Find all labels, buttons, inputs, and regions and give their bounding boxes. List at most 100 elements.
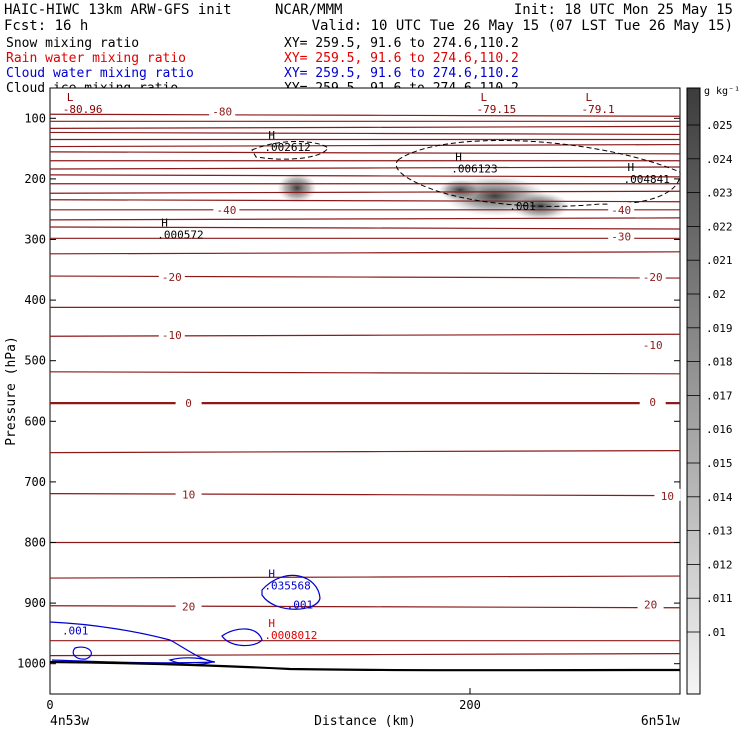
- contour-label-bg: [637, 597, 664, 610]
- temperature-contour-label: 20: [182, 601, 195, 614]
- plot-frame: [49, 87, 681, 695]
- temperature-contour-line: [49, 333, 681, 337]
- temperature-contour-line: [49, 125, 681, 129]
- cloud-water-contour: [72, 646, 92, 660]
- contour-label-bg: [175, 487, 202, 500]
- extremum-mark: H: [268, 568, 275, 581]
- colorbar-label: .014: [706, 491, 733, 504]
- extremum-mark: H: [628, 161, 635, 174]
- contour-label-bg: [654, 488, 681, 501]
- cloud-water-contour: [261, 574, 321, 610]
- temperature-contour-label: 20: [644, 598, 657, 611]
- field-name: Cloud water mixing ratio: [6, 66, 194, 81]
- temperature-contour-line: [49, 113, 681, 117]
- temperature-contour-label: 10: [182, 489, 195, 502]
- cloud-water-contour: [168, 657, 214, 666]
- temperature-contour-label: -40: [611, 204, 631, 217]
- y-tick-label: 700: [24, 475, 46, 489]
- colorbar: g kg⁻¹ .025 .024 .023 .022 .021 .02 .019 .018 .0…: [686, 86, 740, 695]
- field-xy: XY= 259.5, 91.6 to 274.6,110.2: [284, 66, 519, 81]
- colorbar-label: .02: [706, 288, 726, 301]
- contour-labels: -80 -40 -40 -30 -20 -20 -10 -10 0 0 10 10 20 20 .001 .0…: [62, 91, 681, 642]
- extremum-value: .035568: [264, 580, 310, 593]
- temperature-contour-line: [49, 450, 681, 454]
- y-tick-label: 300: [24, 233, 46, 247]
- temperature-contour-label: 0: [185, 397, 192, 410]
- colorbar-label: .016: [706, 423, 733, 436]
- temperature-contour-label: -20: [162, 271, 182, 284]
- contour-label-bg: [639, 270, 666, 283]
- colorbar-label: .011: [706, 592, 733, 605]
- colorbar-label: .01: [706, 626, 726, 639]
- temperature-contour-line: [49, 251, 681, 255]
- extremum-value: .006123: [451, 163, 497, 176]
- temperature-contour-line: [49, 199, 681, 203]
- colorbar-label: .013: [706, 525, 733, 538]
- extremum-mark: H: [161, 217, 168, 230]
- colorbar-label: .019: [706, 322, 733, 335]
- extremum-value: .000572: [157, 229, 203, 242]
- extremum-value: .0008012: [264, 629, 317, 642]
- temperature-contour-line: [49, 226, 681, 230]
- temperature-contour-line: [49, 166, 681, 170]
- temperature-contour-line: [49, 131, 681, 136]
- temperature-contour-line: [49, 653, 681, 657]
- temperature-contour-line: [49, 275, 681, 279]
- extremum-value: -79.15: [477, 103, 517, 116]
- temperature-contour-label: -20: [643, 271, 663, 284]
- field-legend: Snow mixing ratio XY= 259.5, 91.6 to 274.…: [6, 36, 519, 96]
- y-axis-title: Pressure (hPa): [4, 336, 19, 446]
- mixing-ratio-contour-label: .001: [509, 200, 536, 213]
- ice-shading-blob: [277, 173, 317, 203]
- temperature-contour-line: [49, 605, 681, 609]
- contour-label-bg: [158, 328, 185, 341]
- header-title: HAIC-HIWC 13km ARW-GFS init: [4, 2, 232, 18]
- extremum-mark: L: [586, 91, 593, 104]
- field-name: Rain water mixing ratio: [6, 51, 186, 66]
- temperature-contour-line: [49, 151, 681, 155]
- x-tick-label: 200: [459, 698, 481, 712]
- temperature-contour-line: [49, 190, 681, 194]
- temperature-contour-label: -40: [216, 204, 236, 217]
- contour-label-bg: [175, 396, 202, 409]
- colorbar-label: .023: [706, 187, 733, 200]
- x-tick-label: 0: [46, 698, 53, 712]
- header-valid: Valid: 10 UTC Tue 26 May 15 (07 LST Tue …: [312, 18, 733, 34]
- ice-shading: [277, 173, 570, 220]
- x-axis-title: Distance (km): [314, 714, 416, 729]
- temperature-contour-label: -30: [611, 230, 631, 243]
- temperature-contour-line: [49, 575, 681, 579]
- temperature-contour-label: -10: [162, 329, 182, 342]
- extremum-mark: L: [67, 91, 74, 104]
- field-xy: XY= 259.5, 91.6 to 274.6,110.2: [284, 36, 519, 51]
- cloud-water-contour: [221, 628, 263, 647]
- extremum-value: .002612: [264, 141, 310, 154]
- temperature-contour-line: [49, 143, 681, 148]
- y-tick-label: 400: [24, 293, 46, 307]
- extremum-mark: H: [268, 617, 275, 630]
- extremum-value: -79.1: [582, 103, 615, 116]
- temperature-contours: [49, 113, 681, 657]
- colorbar-unit: g kg⁻¹: [704, 86, 740, 97]
- y-tick-label: 200: [24, 172, 46, 186]
- colorbar-gradient: [686, 87, 701, 695]
- y-tick-label: 600: [24, 414, 46, 428]
- contour-label-bg: [213, 202, 240, 215]
- temperature-contour-line: [49, 174, 681, 178]
- temperature-contour-label: -10: [643, 339, 663, 352]
- colorbar-label: .021: [706, 254, 733, 267]
- temperature-contour-line: [49, 493, 681, 497]
- contour-label-bg: [608, 229, 635, 242]
- temperature-contour-label: 10: [661, 490, 674, 503]
- extremum-value: -80.96: [63, 103, 103, 116]
- colorbar-label: .022: [706, 220, 733, 233]
- temperature-contour-line: [49, 371, 681, 375]
- contour-label-bg: [209, 104, 236, 117]
- colorbar-label: .017: [706, 389, 733, 402]
- terrain-surface: [49, 660, 681, 672]
- field-name: Snow mixing ratio: [6, 36, 139, 51]
- contour-label-bg: [608, 202, 635, 215]
